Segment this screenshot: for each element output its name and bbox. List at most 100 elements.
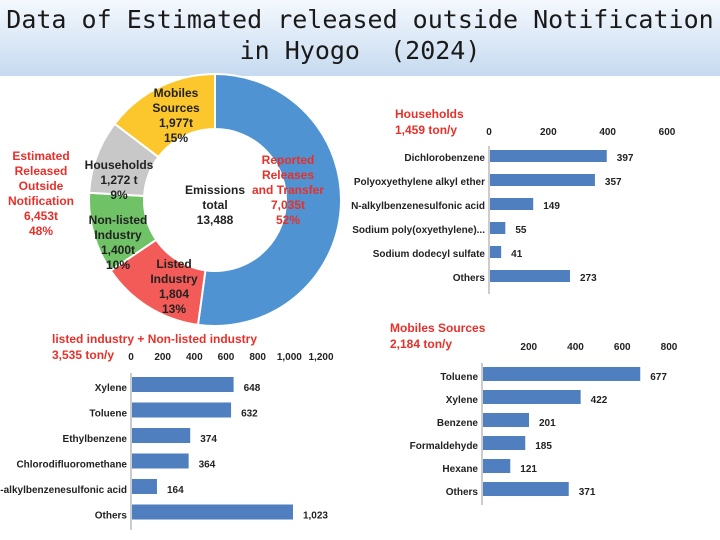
bar-chart-3-value-3: 201 (539, 418, 556, 429)
bar-chart-2-value-1: 648 (244, 383, 261, 394)
bar-chart-2-bar-1 (132, 377, 234, 392)
donut-slice-label-3-1: Non-listed (89, 213, 148, 227)
bar-chart-2-title-2: 3,535 ton/y (52, 348, 114, 362)
donut-center-label-1: Emissions (185, 183, 245, 197)
bar-chart-1-title-1: Households (395, 107, 464, 121)
donut-slice-label-3-4: 10% (106, 258, 130, 272)
bar-chart-3-title-1: Mobiles Sources (390, 321, 486, 335)
title-banner (0, 0, 720, 76)
bar-chart-1-category-2: Polyoxyethylene alkyl ether (354, 177, 485, 188)
estimated-outside-note-4: Notification (8, 194, 74, 208)
bar-chart-2-bar-2 (132, 402, 232, 418)
bar-chart-1-title-2: 1,459 ton/y (395, 123, 457, 137)
bar-chart-2-category-4: Chlorodifluoromethane (16, 460, 127, 471)
bar-chart-1-value-3: 149 (543, 201, 560, 212)
bar-chart-3-value-4: 185 (535, 441, 552, 452)
bar-chart-2: listed industry + Non-listed industry 3,5… (0, 332, 334, 530)
donut-slice-label-4-1: Households (85, 158, 154, 172)
donut-slice-label-1-3: and Transfer (252, 183, 324, 197)
bar-chart-1-tick-4: 600 (659, 127, 676, 138)
bar-chart-2-category-3: Ethylbenzene (63, 434, 128, 445)
donut-slice-label-2-3: 1,804 (159, 287, 189, 301)
bar-chart-3-value-5: 121 (520, 464, 537, 475)
bar-chart-2-bar-6 (132, 504, 293, 520)
bar-chart-2-category-5: N-alkylbenzenesulfonic acid (0, 485, 127, 496)
bar-chart-3-tick-2: 400 (567, 342, 584, 353)
bar-chart-3-bar-1 (483, 367, 641, 381)
bar-chart-3-category-5: Hexane (442, 464, 478, 475)
bar-chart-2-tick-4: 600 (218, 352, 235, 363)
bar-chart-3-bar-5 (483, 459, 511, 473)
bar-chart-2-tick-6: 1,000 (277, 352, 302, 363)
bar-chart-3-tick-1: 200 (520, 342, 537, 353)
donut-slice-label-5-3: 1,977t (159, 116, 193, 130)
bar-chart-1-value-4: 55 (515, 225, 527, 236)
bar-chart-1-category-6: Others (453, 273, 486, 284)
bar-chart-2-tick-5: 800 (249, 352, 266, 363)
bar-chart-2-value-3: 374 (200, 434, 217, 445)
donut-center-label-3: 13,488 (197, 213, 234, 227)
bar-chart-1-bar-4 (490, 222, 506, 234)
bar-chart-1-tick-2: 200 (540, 127, 557, 138)
bar-chart-1-category-4: Sodium poly(oxyethylene)... (352, 225, 485, 236)
bar-chart-1-bar-1 (490, 150, 607, 162)
donut-slice-label-1-1: Reported (262, 153, 315, 167)
donut-slice-1 (196, 72, 342, 327)
donut-slice-5 (113, 72, 216, 159)
donut-slice-label-2-1: Listed (156, 257, 191, 271)
donut-slice-label-2-4: 13% (162, 302, 186, 316)
bar-chart-3-value-6: 371 (579, 487, 596, 498)
donut-slice-label-2-2: Industry (150, 272, 198, 286)
bar-chart-1-bar-2 (490, 174, 595, 186)
bar-chart-3: Mobiles Sources 2,184 ton/y 200 400 600 800 To… (390, 321, 678, 505)
bar-chart-2-value-2: 632 (241, 409, 258, 420)
bar-chart-2-tick-2: 200 (154, 352, 171, 363)
page-title-line-2: in Hyogo (2024) (239, 36, 481, 65)
donut-slice-label-1-4: 7,035t (271, 198, 305, 212)
bar-chart-3-title-2: 2,184 ton/y (390, 337, 452, 351)
bar-chart-2-value-5: 164 (167, 485, 184, 496)
bar-chart-3-category-4: Formaldehyde (410, 441, 479, 452)
bar-chart-1-category-5: Sodium dodecyl sulfate (373, 249, 486, 260)
bar-chart-1-bar-3 (490, 198, 534, 210)
donut-slice-label-1-2: Releases (262, 168, 314, 182)
bar-chart-1-bar-6 (490, 270, 570, 282)
page-title-line-1: Data of Estimated released outside Notif… (6, 5, 714, 34)
bar-chart-1-bar-5 (490, 246, 502, 258)
bar-chart-3-bar-2 (483, 390, 581, 404)
bar-chart-3-category-6: Others (446, 487, 479, 498)
bar-chart-2-category-1: Xylene (95, 383, 128, 394)
donut-slice-label-5-2: Sources (152, 101, 200, 115)
estimated-outside-note-1: Estimated (12, 149, 69, 163)
estimated-outside-note-5: 6,453t (24, 209, 58, 223)
bar-chart-3-category-3: Benzene (437, 418, 479, 429)
bar-chart-2-title-1: listed industry + Non-listed industry (52, 332, 257, 346)
bar-chart-3-bar-6 (483, 482, 569, 496)
bar-chart-2-bar-3 (132, 428, 191, 443)
estimated-outside-note-6: 48% (29, 224, 53, 238)
bar-chart-3-value-2: 422 (591, 395, 608, 406)
bar-chart-2-value-4: 364 (199, 460, 216, 471)
bar-chart-2-tick-3: 400 (186, 352, 203, 363)
bar-chart-1-tick-3: 400 (599, 127, 616, 138)
bar-chart-2-bar-4 (132, 453, 189, 469)
donut-slice-label-5-4: 15% (164, 131, 188, 145)
bar-chart-2-value-6: 1,023 (303, 511, 328, 522)
bar-chart-2-tick-1: 0 (128, 352, 134, 363)
donut-slice-label-4-2: 1,272 t (100, 173, 137, 187)
bar-chart-3-category-1: Toluene (440, 372, 478, 383)
bar-chart-2-category-2: Toluene (89, 409, 127, 420)
bar-chart-1-value-5: 41 (511, 249, 523, 260)
donut-slice-label-4-3: 9% (110, 188, 128, 202)
bar-chart-1-category-3: N-alkylbenzenesulfonic acid (351, 201, 485, 212)
donut-slice-label-5-1: Mobiles (154, 86, 199, 100)
bar-chart-3-tick-3: 600 (614, 342, 631, 353)
bar-chart-1-value-1: 397 (617, 153, 634, 164)
donut-slice-label-3-2: Industry (94, 228, 142, 242)
bar-chart-3-category-2: Xylene (446, 395, 479, 406)
donut-slice-label-1-5: 52% (276, 213, 300, 227)
bar-chart-2-bar-5 (132, 479, 157, 494)
bar-chart-1-category-1: Dichlorobenzene (404, 153, 485, 164)
bar-chart-2-tick-7: 1,200 (308, 352, 333, 363)
